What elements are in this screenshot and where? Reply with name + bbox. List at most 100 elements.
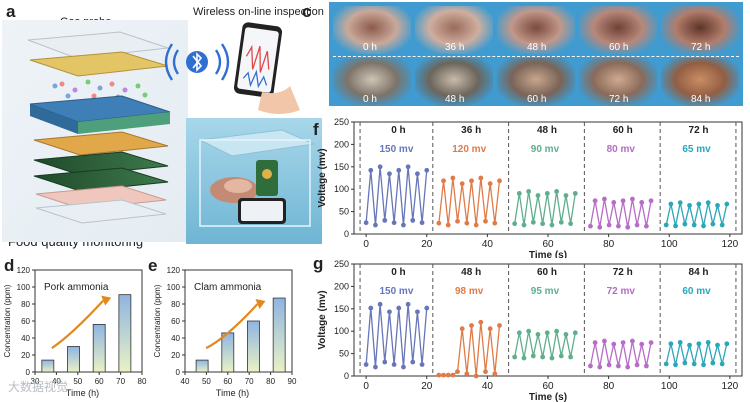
x-tick-label: 60: [95, 377, 104, 386]
container-photo: [186, 118, 322, 244]
voltage-point: [363, 362, 369, 367]
voltage-point: [588, 363, 593, 369]
voltage-point: [436, 372, 442, 378]
voltage-point: [445, 222, 451, 228]
x-tick-label: 20: [421, 381, 433, 392]
x-tick-label: 50: [202, 377, 211, 386]
trend-arrow-icon: [205, 303, 259, 350]
segment-time-label: 48 h: [537, 125, 557, 136]
trend-arrow-icon: [51, 299, 105, 350]
segment-time-label: 84 h: [689, 267, 709, 278]
sample-photo-row1-3: [579, 6, 657, 54]
x-tick-label: 120: [722, 239, 739, 250]
x-tick-label: 80: [603, 381, 615, 392]
voltage-point: [643, 363, 649, 369]
chart-e-clam-ammonia: 0 20 40 60 80 100 120 40 50 60 70 80 90 Time (h) Conce…: [153, 266, 297, 398]
voltage-point: [639, 200, 645, 205]
voltage-point: [691, 361, 697, 367]
voltage-point: [710, 360, 716, 366]
x-tick-label: 40: [482, 239, 494, 250]
y-tick-label: 100: [334, 326, 349, 336]
segment-time-label: 72 h: [689, 125, 709, 136]
bar-36h: [41, 359, 55, 373]
photo-time-label: 36 h: [445, 42, 465, 53]
voltage-point: [687, 203, 692, 208]
x-tick-label: 60: [542, 239, 554, 250]
y-tick-label: 40: [171, 334, 180, 343]
voltage-point: [436, 220, 442, 226]
voltage-point: [568, 354, 574, 360]
voltage-point: [597, 364, 603, 370]
top-glass-layer: [27, 31, 169, 59]
x-tick-label: 50: [73, 377, 82, 386]
segment-time-label: 48 h: [461, 267, 481, 278]
photo-time-label: 48 h: [527, 42, 547, 53]
voltage-point: [540, 354, 546, 360]
segment-time-label: 36 h: [461, 125, 481, 136]
x-tick-label: 70: [245, 377, 254, 386]
voltage-point: [606, 222, 612, 228]
y-tick-label: 100: [167, 283, 181, 292]
y-tick-label: 80: [171, 300, 180, 309]
voltage-point: [701, 362, 706, 368]
y-tick-label: 0: [176, 368, 181, 377]
y-tick-label: 50: [339, 207, 349, 217]
voltage-point: [535, 332, 541, 337]
x-tick-label: 60: [542, 381, 554, 392]
voltage-point: [377, 301, 383, 307]
voltage-point: [396, 167, 402, 173]
base-glass-layer: [35, 199, 167, 224]
y-tick-label: 250: [334, 117, 349, 127]
chart-f-voltage: 0 h 150 mv 36 h 120 mv 48 h 90 mv 60 h 80 mv 72 …: [317, 117, 743, 258]
voltage-trace-72h: [589, 340, 652, 368]
segment-amplitude-label: 150 mv: [379, 144, 413, 155]
y-tick-label: 250: [334, 259, 349, 269]
photo-time-label: 60 h: [527, 94, 547, 105]
voltage-point: [606, 362, 612, 368]
voltage-point: [677, 340, 683, 345]
voltage-point: [544, 191, 550, 196]
wireless-signal-icon: [164, 43, 230, 81]
voltage-point: [724, 201, 730, 207]
voltage-point: [648, 340, 654, 346]
voltage-point: [719, 222, 725, 228]
voltage-point: [705, 200, 711, 206]
voltage-point: [478, 319, 484, 325]
voltage-point: [663, 361, 669, 367]
segment-amplitude-label: 98 mv: [455, 286, 484, 297]
voltage-point: [373, 364, 378, 370]
y-axis-label: Concentration (ppm): [153, 284, 162, 357]
y-tick-label: 120: [17, 266, 31, 275]
voltage-point: [549, 355, 555, 361]
x-tick-label: 40: [482, 381, 494, 392]
y-tick-label: 200: [334, 281, 349, 291]
voltage-point: [616, 363, 621, 369]
sample-photo-row2-3: [579, 58, 657, 106]
voltage-point: [648, 198, 654, 204]
segment-amplitude-label: 150 mv: [379, 286, 413, 297]
y-tick-label: 100: [17, 283, 31, 292]
voltage-point: [634, 362, 640, 368]
x-axis-label: Time (h): [66, 388, 99, 398]
voltage-point: [478, 175, 484, 181]
voltage-point: [405, 301, 411, 307]
voltage-point: [530, 353, 536, 359]
voltage-point: [483, 369, 488, 375]
segment-time-label: 0 h: [391, 267, 405, 278]
voltage-point: [592, 340, 598, 346]
x-tick-label: 40: [52, 377, 61, 386]
segment-time-label: 60 h: [613, 125, 633, 136]
voltage-point: [639, 341, 645, 347]
voltage-point: [516, 191, 522, 196]
voltage-point: [382, 359, 388, 365]
segment-time-label: 60 h: [537, 267, 557, 278]
x-tick-label: 80: [266, 377, 275, 386]
panel-letter-g: g: [313, 254, 324, 273]
x-tick-label: 70: [116, 377, 125, 386]
voltage-point: [415, 309, 420, 315]
photo-time-label: 0 h: [363, 42, 377, 53]
voltage-point: [630, 196, 635, 202]
y-axis-label: Voltage (mv): [317, 148, 328, 207]
voltage-point: [668, 201, 674, 207]
voltage-point: [401, 364, 406, 370]
